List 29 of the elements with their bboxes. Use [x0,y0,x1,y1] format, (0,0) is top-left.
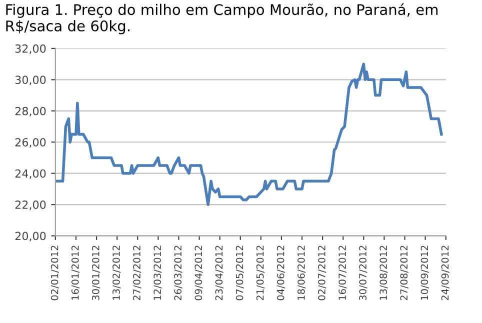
x-tick-label: 02/07/2012 [318,246,326,300]
x-tick-label: 07/05/2012 [236,246,244,300]
x-tick-label: 02/01/2012 [50,246,60,300]
x-tick-label: 30/07/2012 [359,246,368,300]
x-tick-label: 13/02/2012 [112,246,121,300]
x-tick-label: 27/02/2012 [133,246,142,300]
x-tick-label: 23/04/2012 [215,246,224,300]
y-tick-label: 30,00 [15,76,46,86]
x-tick-label: 26/03/2012 [174,246,182,300]
y-tick-label: 28,00 [15,106,46,116]
x-tick-label: 24/09/2012 [441,246,450,300]
x-tick-label: 18/06/2012 [297,246,306,300]
x-tick-label: 27/08/2012 [400,246,408,300]
x-tick-label: 13/08/2012 [380,246,388,300]
y-tick-label: 22,00 [15,200,46,210]
chart-title: Figura 1. Preço do milho em Campo Mourão, no Paraná, em R$/saca de 60kg. [6,3,438,34]
y-tick-label: 20,00 [15,232,46,242]
x-tick-label: 10/09/2012 [420,246,429,300]
x-tick-label: 16/07/2012 [338,246,347,300]
x-tick-label: 16/01/2012 [71,246,80,300]
y-tick-label: 26,00 [15,138,46,148]
x-tick-label: 21/05/2012 [256,246,264,300]
line-series [55,62,443,206]
x-tick-label: 30/01/2012 [92,246,100,300]
y-tick-label: 32,00 [15,44,46,54]
y-tick-label: 24,00 [15,169,46,179]
x-tick-label: 09/04/2012 [194,246,203,300]
x-tick-label: 12/03/2012 [154,246,162,300]
x-tick-label: 04/06/2012 [276,246,286,300]
